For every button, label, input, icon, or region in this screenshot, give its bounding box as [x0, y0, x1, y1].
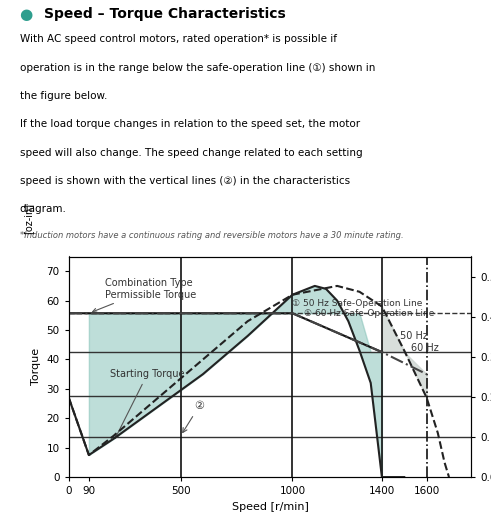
Text: diagram.: diagram.: [20, 204, 66, 214]
Text: ① 60 Hz Safe-Operation Line: ① 60 Hz Safe-Operation Line: [303, 309, 434, 318]
Text: Starting Torque: Starting Torque: [110, 369, 185, 438]
Text: Speed – Torque Characteristics: Speed – Torque Characteristics: [44, 7, 286, 22]
Y-axis label: Torque: Torque: [31, 348, 41, 385]
X-axis label: Speed [r/min]: Speed [r/min]: [232, 502, 308, 511]
Text: 50 Hz: 50 Hz: [400, 331, 428, 341]
Text: speed is shown with the vertical lines (②) in the characteristics: speed is shown with the vertical lines (…: [20, 176, 350, 186]
Text: Combination Type
Permissible Torque: Combination Type Permissible Torque: [93, 278, 196, 312]
Text: speed will also change. The speed change related to each setting: speed will also change. The speed change…: [20, 148, 362, 157]
Text: ②: ②: [183, 402, 204, 432]
Text: ① 50 Hz Safe-Operation Line: ① 50 Hz Safe-Operation Line: [293, 299, 423, 308]
Text: [oz-in]: [oz-in]: [24, 203, 33, 234]
Text: *Induction motors have a continuous rating and reversible motors have a 30 minut: *Induction motors have a continuous rati…: [20, 231, 403, 241]
Text: operation is in the range below the safe-operation line (①) shown in: operation is in the range below the safe…: [20, 63, 375, 73]
Text: 60 Hz: 60 Hz: [411, 343, 439, 352]
Text: the figure below.: the figure below.: [20, 91, 107, 101]
Text: With AC speed control motors, rated operation* is possible if: With AC speed control motors, rated oper…: [20, 34, 337, 45]
Text: If the load torque changes in relation to the speed set, the motor: If the load torque changes in relation t…: [20, 120, 360, 129]
Text: ●: ●: [20, 7, 33, 23]
